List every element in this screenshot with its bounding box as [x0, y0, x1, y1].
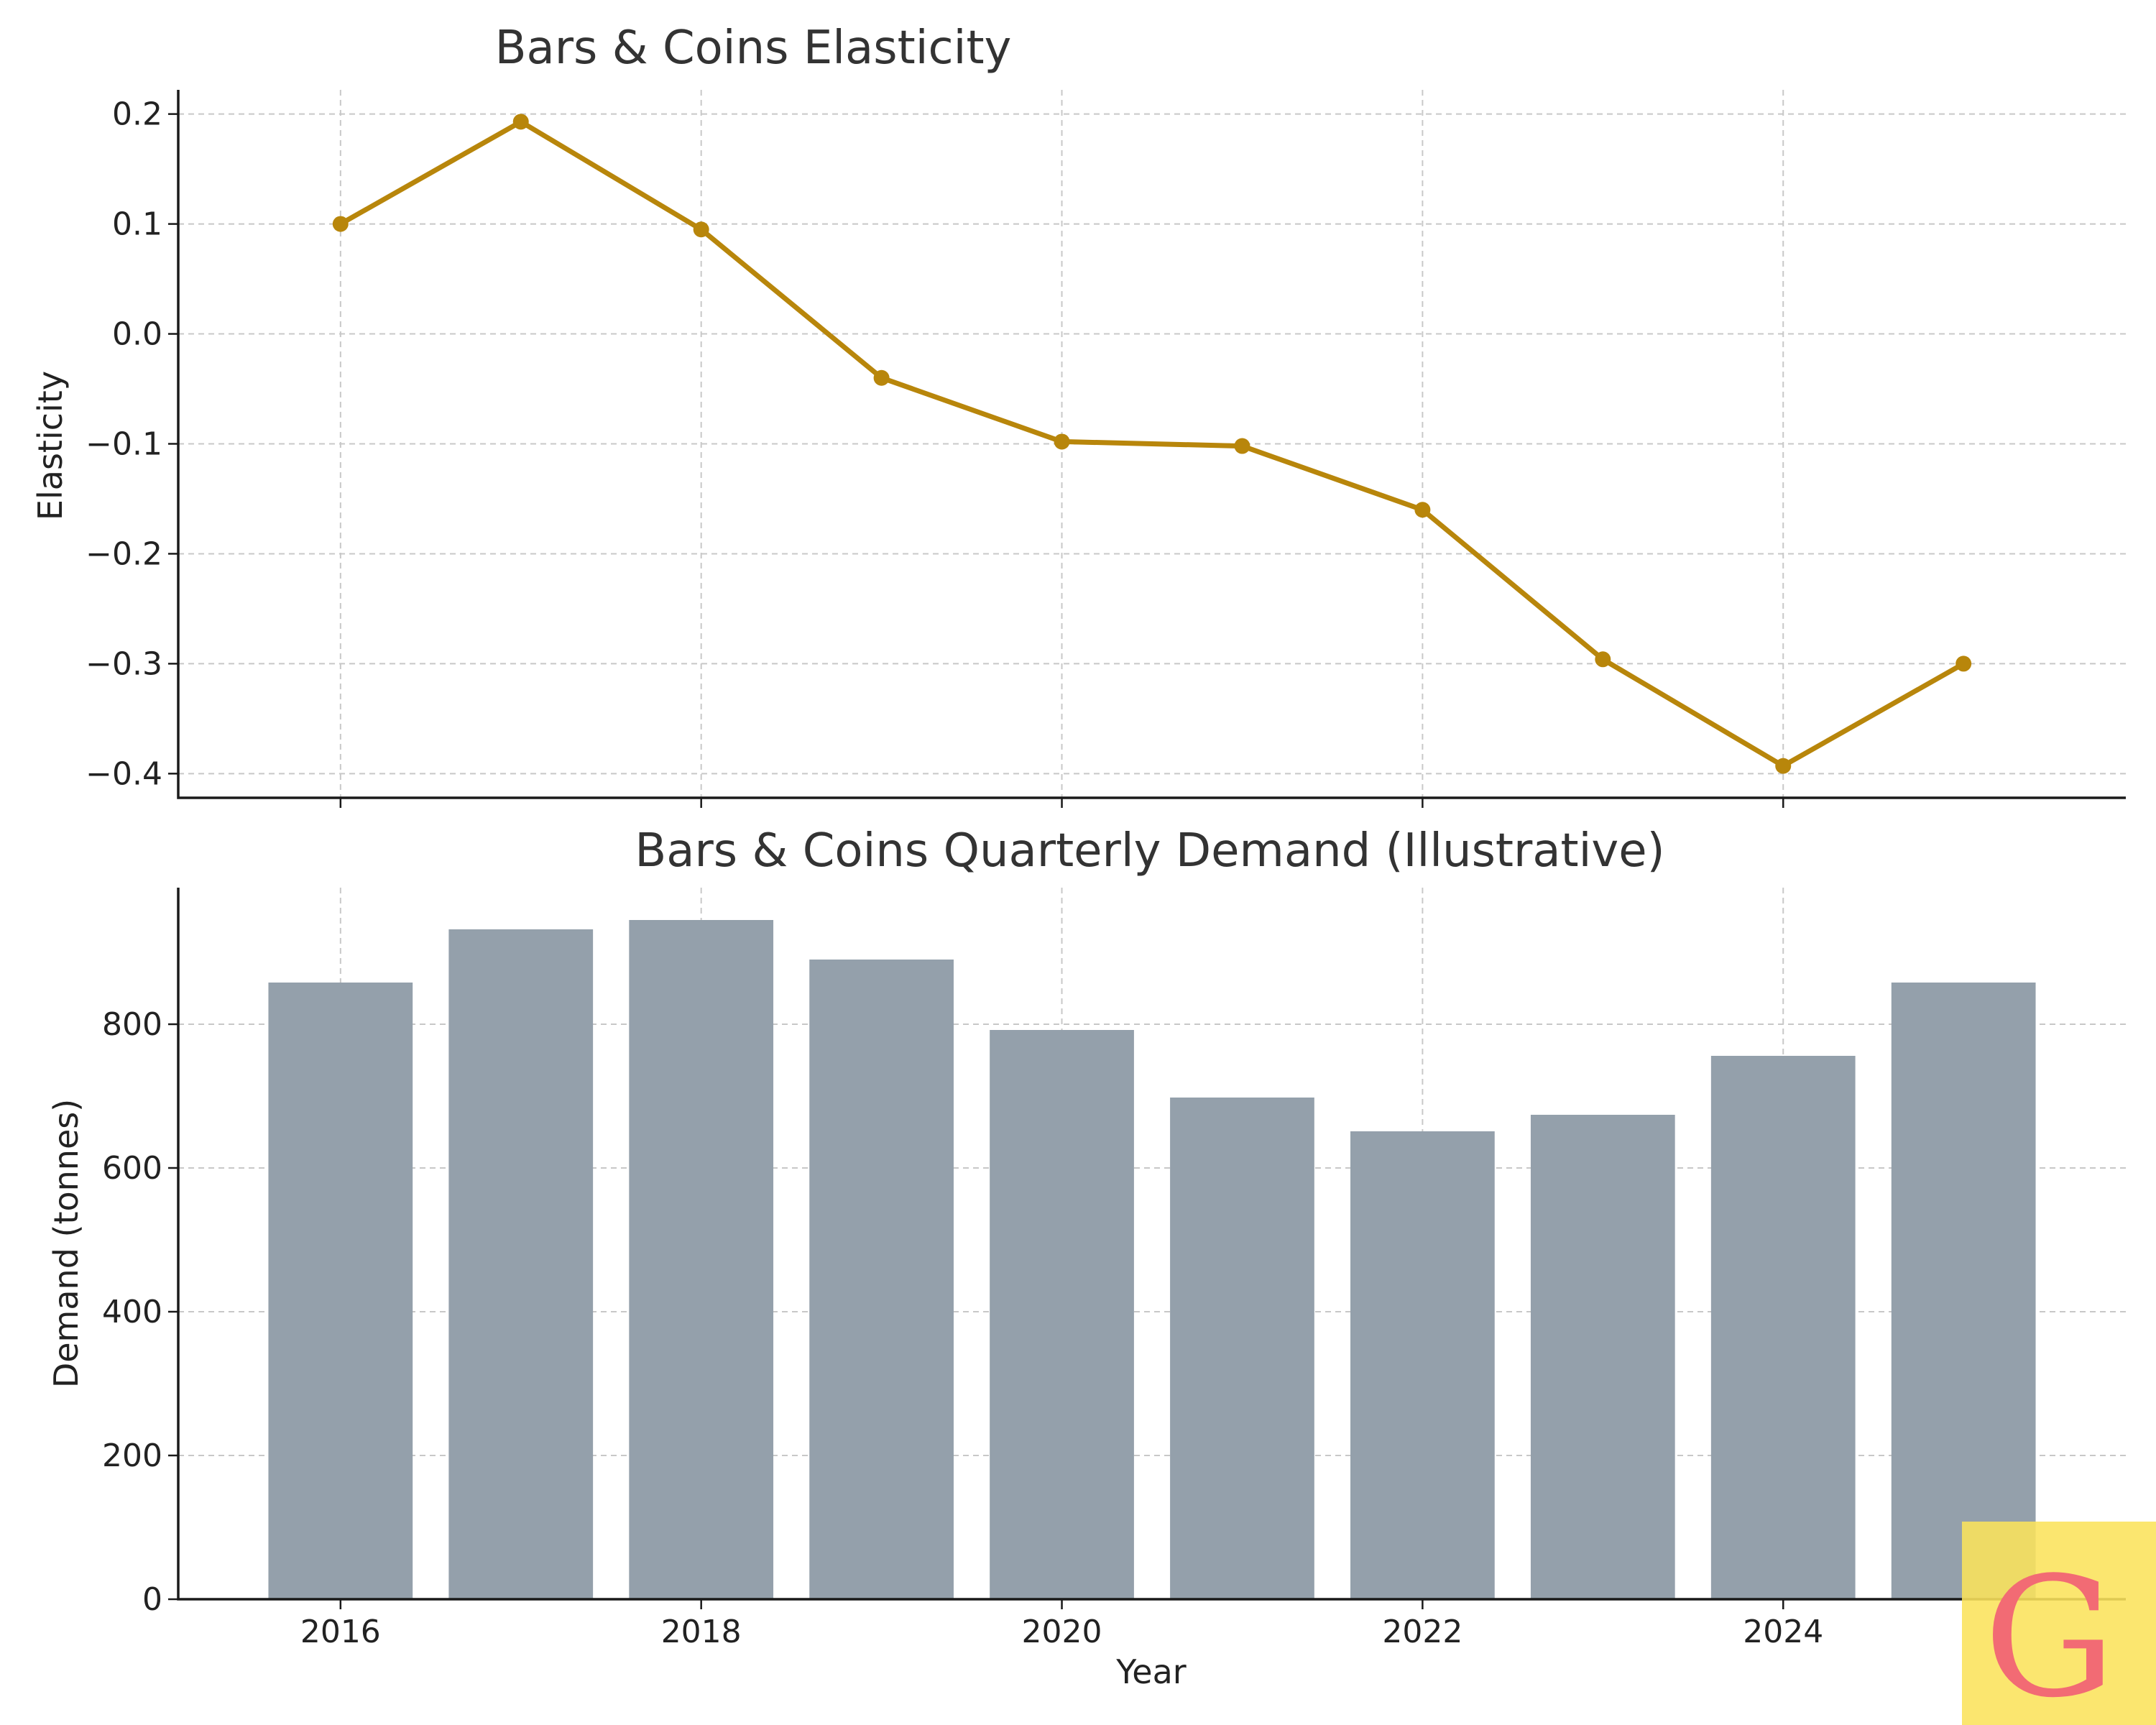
demand-x-tick-label: 2020	[1022, 1614, 1102, 1650]
demand-x-tick-label: 2018	[661, 1614, 742, 1650]
demand-bar-2022	[1350, 1131, 1495, 1599]
demand-bar-2024	[1710, 1056, 1856, 1599]
demand-x-tick-label: 2016	[300, 1614, 381, 1650]
demand-x-axis-label: Year	[1115, 1652, 1186, 1691]
elasticity-y-tick-label: −0.3	[86, 645, 162, 682]
demand-x-axis-ticks: 2016 2018 2020 2022 2024	[300, 1599, 1823, 1650]
demand-bar-2017	[448, 929, 594, 1599]
demand-y-tick-label: 200	[102, 1438, 162, 1474]
elasticity-chart: Bars & Coins Elasticity 0.2 0.1 0.0 −0.1 −0.…	[31, 22, 2126, 808]
elasticity-point-2021	[1234, 438, 1250, 454]
elasticity-chart-title: Bars & Coins Elasticity	[495, 22, 1012, 75]
elasticity-point-2024	[1775, 758, 1792, 774]
demand-y-axis-ticks: 0 200 400 600 800	[102, 1006, 178, 1618]
logo-background	[1962, 1522, 2156, 1725]
elasticity-y-tick-label: −0.4	[86, 755, 162, 792]
demand-bar-2023	[1530, 1115, 1675, 1599]
demand-y-tick-label: 800	[102, 1006, 162, 1043]
elasticity-point-2025	[1955, 656, 1972, 672]
demand-x-tick-label: 2022	[1382, 1614, 1462, 1650]
elasticity-y-tick-label: 0.0	[112, 316, 162, 353]
elasticity-grid	[178, 90, 2126, 798]
demand-x-tick-label: 2024	[1743, 1614, 1823, 1650]
elasticity-series-line	[339, 119, 1965, 769]
logo-letter: G	[1984, 1542, 2116, 1725]
demand-y-axis-label: Demand (tonnes)	[47, 1099, 86, 1388]
demand-bar-2019	[809, 960, 954, 1599]
elasticity-point-2022	[1414, 502, 1431, 518]
elasticity-y-tick-label: 0.1	[112, 206, 162, 243]
elasticity-point-2019	[873, 369, 890, 386]
demand-bar-2021	[1170, 1098, 1314, 1599]
elasticity-point-2018	[693, 221, 709, 238]
demand-chart: Bars & Coins Quarterly Demand (Illustrat…	[47, 824, 2126, 1691]
demand-bars	[268, 920, 2036, 1599]
demand-bar-2018	[629, 920, 774, 1599]
elasticity-point-2016	[332, 216, 349, 232]
demand-y-tick-label: 600	[102, 1150, 162, 1187]
demand-chart-title: Bars & Coins Quarterly Demand (Illustrat…	[635, 824, 1664, 878]
demand-bar-2020	[990, 1030, 1134, 1599]
elasticity-point-2017	[512, 114, 529, 130]
elasticity-y-tick-label: −0.1	[86, 426, 162, 463]
elasticity-axes	[177, 90, 2126, 799]
elasticity-series-points	[332, 114, 1972, 774]
elasticity-y-tick-label: 0.2	[112, 96, 162, 133]
elasticity-x-axis-ticks	[339, 798, 1784, 808]
logo-badge: G	[1962, 1522, 2156, 1725]
elasticity-y-tick-label: −0.2	[86, 535, 162, 572]
demand-y-tick-label: 400	[102, 1294, 162, 1330]
demand-y-tick-label: 0	[142, 1581, 162, 1618]
elasticity-y-axis-label: Elasticity	[31, 371, 70, 520]
demand-bar-2016	[268, 983, 413, 1599]
demand-axes	[177, 888, 2126, 1601]
elasticity-y-axis-ticks: 0.2 0.1 0.0 −0.1 −0.2 −0.3 −0.4	[86, 96, 178, 792]
elasticity-point-2023	[1595, 651, 1611, 668]
elasticity-point-2020	[1054, 433, 1070, 450]
demand-bar-2025	[1891, 983, 2036, 1599]
